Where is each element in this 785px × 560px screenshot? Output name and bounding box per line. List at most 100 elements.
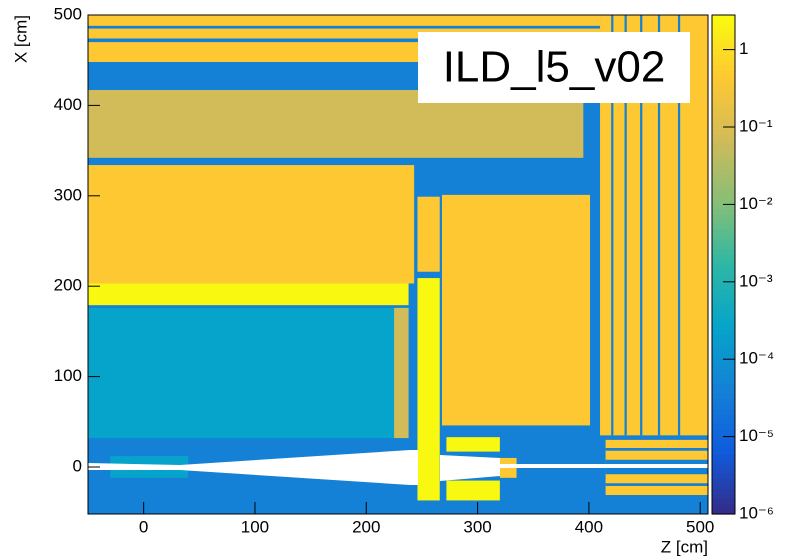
colorbar-segment [712, 454, 735, 460]
colorbar-tick-label: 10⁻⁵ [739, 426, 774, 445]
colorbar-segment [712, 184, 735, 191]
beam-line [500, 464, 708, 468]
colorbar-segment [712, 154, 735, 161]
colorbar-segment [712, 124, 735, 131]
colorbar-segment [712, 44, 735, 51]
colorbar-segment [712, 74, 735, 81]
colorbar-segment [712, 99, 735, 106]
colorbar-segment [712, 134, 735, 141]
annotation: ILD_l5_v02 [443, 43, 666, 92]
colorbar-segment [712, 349, 735, 355]
material-region [605, 448, 708, 451]
x-tick-label: 0 [139, 517, 148, 536]
colorbar-segment [712, 94, 735, 101]
colorbar-segment [712, 149, 735, 156]
material-region [88, 307, 409, 439]
y-axis-label: X [cm] [11, 15, 30, 63]
colorbar-segment [712, 404, 735, 410]
colorbar-segment [712, 209, 735, 216]
colorbar-segment [712, 249, 735, 256]
colorbar-segment [712, 234, 735, 241]
colorbar-segment [712, 329, 735, 335]
colorbar-segment [712, 389, 735, 395]
colorbar-segment [712, 15, 735, 21]
colorbar-segment [712, 464, 735, 470]
colorbar-tick-label: 10⁻¹ [739, 116, 773, 135]
colorbar-segment [712, 314, 735, 320]
y-tick-label: 200 [54, 276, 82, 295]
x-tick-label: 300 [463, 517, 491, 536]
colorbar-segment [712, 259, 735, 266]
material-region [88, 283, 409, 306]
material-region [88, 38, 601, 43]
colorbar-segment [712, 269, 735, 276]
colorbar-segment [712, 109, 735, 116]
colorbar-segment [712, 69, 735, 76]
colorbar-segment [712, 359, 735, 365]
colorbar-segment [712, 299, 735, 306]
colorbar-segment [712, 179, 735, 186]
colorbar-segment [712, 374, 735, 380]
material-region [446, 437, 500, 452]
colorbar-tick-label: 10⁻³ [739, 271, 773, 290]
colorbar-segment [712, 499, 735, 505]
x-tick-label: 500 [686, 517, 714, 536]
colorbar-segment [712, 429, 735, 435]
colorbar-segment [712, 159, 735, 166]
colorbar-segment [712, 64, 735, 71]
colorbar-segment [712, 49, 735, 56]
colorbar-segment [712, 59, 735, 66]
colorbar-segment [712, 319, 735, 325]
y-tick-label: 100 [54, 366, 82, 385]
colorbar-segment [712, 204, 735, 211]
beam-pipe [88, 450, 708, 485]
colorbar-segment [712, 219, 735, 226]
material-region [640, 15, 643, 436]
colorbar-segment [712, 89, 735, 96]
material-region [441, 194, 591, 426]
colorbar-segment [712, 344, 735, 350]
colorbar-tick-label: 10⁻⁶ [739, 503, 774, 522]
x-tick-label: 200 [352, 517, 380, 536]
colorbar-segment [712, 369, 735, 375]
y-tick-label: 300 [54, 185, 82, 204]
colorbar-segment [712, 424, 735, 430]
beam-cone [88, 450, 418, 485]
material-region [605, 483, 708, 486]
colorbar-segment [712, 469, 735, 475]
x-axis-label: Z [cm] [661, 537, 708, 556]
plot-frame [87, 14, 709, 515]
colorbar-segment [712, 394, 735, 400]
colorbar-segment [712, 119, 735, 126]
colorbar-segment [712, 459, 735, 465]
material-region [417, 278, 440, 501]
y-tick-label: 0 [73, 456, 82, 475]
colorbar-segment [712, 289, 735, 296]
colorbar-segment [712, 484, 735, 490]
y-tick-label: 500 [54, 4, 82, 23]
colorbar-segment [712, 284, 735, 291]
colorbar-segment [712, 399, 735, 405]
colorbar [712, 15, 735, 515]
colorbar-tick-label: 1 [739, 39, 748, 58]
colorbar-segment [712, 189, 735, 196]
colorbar-segment [712, 79, 735, 86]
colorbar-segment [712, 254, 735, 261]
colorbar-segment [712, 334, 735, 340]
x-tick-label: 100 [241, 517, 269, 536]
colorbar-segment [712, 229, 735, 236]
colorbar-segment [712, 239, 735, 246]
colorbar-segment [712, 274, 735, 281]
material-region [657, 15, 661, 436]
colorbar-segment [712, 19, 735, 26]
colorbar-segment [712, 449, 735, 455]
colorbar-segment [712, 354, 735, 360]
colorbar-segment [712, 29, 735, 36]
colorbar-segment [712, 444, 735, 450]
colorbar-segment [712, 509, 735, 515]
colorbar-segment [712, 244, 735, 251]
colorbar-segment [712, 409, 735, 415]
colorbar-segment [712, 139, 735, 146]
colorbar-segment [712, 504, 735, 510]
